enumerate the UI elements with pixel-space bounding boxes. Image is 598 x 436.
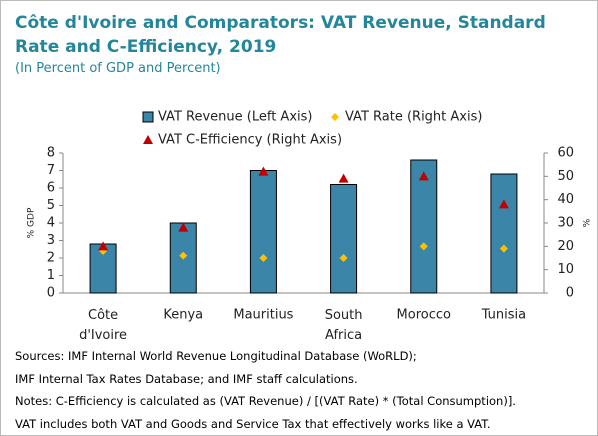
diamond-marker: [419, 242, 428, 251]
diamond-marker: [339, 254, 348, 262]
x-tick-label-line: South: [325, 308, 363, 323]
y2-tick-label: 30: [557, 216, 574, 231]
y2-tick-label: 0: [566, 286, 574, 301]
y-tick-label: 7: [47, 163, 55, 178]
y2-tick-label: 60: [557, 146, 574, 161]
triangle-marker: [338, 173, 349, 183]
x-tick-label: Mauritius: [233, 308, 293, 323]
y-tick-label: 5: [47, 198, 55, 213]
y-axis-label: % GDP: [27, 207, 37, 238]
y-tick-label: 8: [47, 146, 55, 161]
legend-label: VAT C-Efficiency (Right Axis): [158, 133, 342, 148]
bar: [249, 170, 277, 294]
notes: Sources: IMF Internal World Revenue Long…: [15, 345, 516, 435]
triangle-marker: [178, 222, 189, 232]
y2-tick-label: 20: [557, 239, 574, 254]
y-tick-label: 2: [47, 251, 55, 266]
diamond-marker: [179, 251, 188, 260]
y-tick-label: 6: [47, 181, 55, 196]
legend-label: VAT Revenue (Left Axis): [158, 110, 312, 125]
x-tick-label: Kenya: [163, 308, 203, 323]
y2-axis-label: %: [583, 218, 593, 227]
legend-swatch: [142, 111, 154, 123]
y-tick-label: 0: [47, 286, 55, 301]
note-line: Notes: C-Efficiency is calculated as (VA…: [15, 394, 516, 409]
legend-swatch: [331, 113, 339, 121]
y2-tick-label: 10: [557, 262, 574, 277]
triangle-marker: [498, 199, 509, 209]
bar: [490, 173, 518, 294]
legend-swatch: [143, 135, 153, 144]
note-line: Sources: IMF Internal World Revenue Long…: [15, 349, 417, 363]
bar: [330, 184, 358, 294]
x-tick-label: Tunisia: [481, 308, 526, 323]
triangle-marker: [258, 166, 269, 176]
bar: [410, 159, 438, 294]
diamond-marker: [259, 254, 268, 262]
y2-tick-label: 50: [557, 169, 574, 184]
y-tick-label: 4: [47, 216, 55, 231]
triangle-marker: [98, 241, 109, 251]
chart-title: Côte d'Ivoire and Comparators: VAT Reven…: [15, 13, 546, 57]
triangle-marker: [418, 171, 429, 181]
x-tick-label: Morocco: [397, 308, 451, 323]
x-tick-label-line: d'Ivoire: [79, 328, 127, 343]
note-line: VAT includes both VAT and Goods and Serv…: [15, 416, 491, 431]
y2-tick-label: 40: [557, 192, 574, 207]
chart-subtitle: (In Percent of GDP and Percent): [15, 61, 221, 76]
x-tick-label-line: Africa: [325, 328, 362, 343]
diamond-marker: [499, 244, 508, 253]
y-tick-label: 3: [47, 233, 55, 248]
legend-label: VAT Rate (Right Axis): [345, 110, 482, 125]
x-tick-label: South Africa: [325, 308, 363, 343]
note-line: IMF Internal Tax Rates Database; and IMF…: [15, 371, 358, 386]
x-tick-label: Côte d'Ivoire: [79, 308, 127, 343]
y-tick-label: 1: [47, 268, 55, 283]
x-tick-label-line: Côte: [88, 308, 118, 323]
